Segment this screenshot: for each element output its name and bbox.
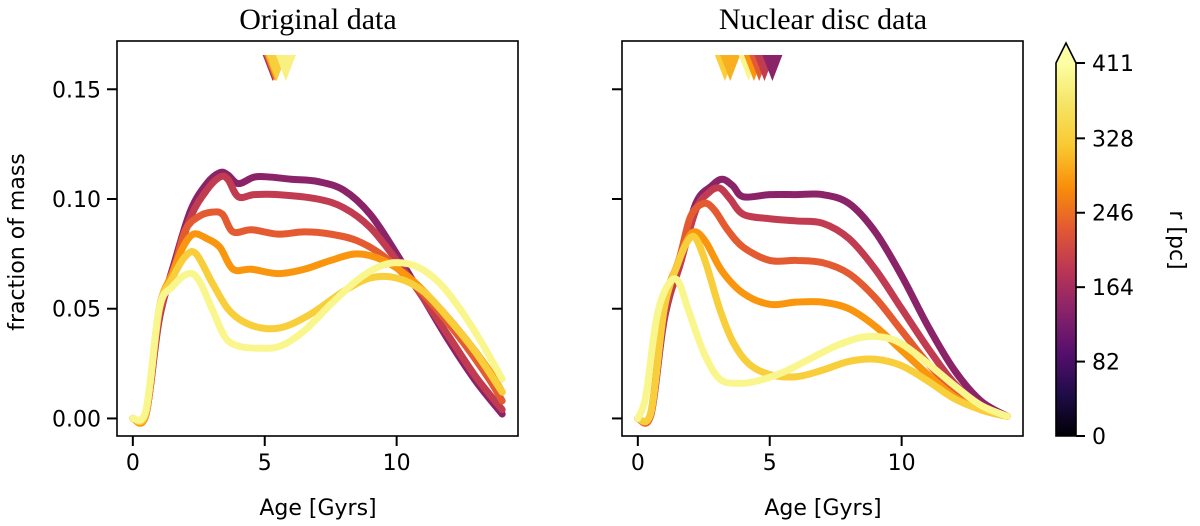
y-tick-label: 0.15 [52, 78, 101, 103]
x-tick-label: 0 [631, 451, 645, 476]
y-tick-label: 0.05 [52, 298, 101, 323]
xlabel-nuclear: Age [Gyrs] [764, 496, 881, 521]
title-nuclear-disc-data: Nuclear disc data [719, 3, 927, 36]
colorbar-tick-label: 328 [1092, 127, 1134, 152]
colorbar: 0 82 164 246 328 411 [1055, 41, 1134, 450]
series-line [634, 232, 1011, 426]
series-line [129, 248, 506, 426]
colorbar-tick-label: 411 [1092, 52, 1134, 77]
axes-frame [621, 40, 1024, 437]
colorbar-tick-label: 246 [1092, 202, 1134, 227]
y-tick-label: 0.10 [52, 188, 101, 213]
panel-original-data: 0 5 10 0.00 0.05 0.10 0.15 [52, 40, 519, 476]
ylabel-fraction-of-mass: fraction of mass [5, 153, 30, 331]
age-marker [275, 55, 296, 81]
x-tick-label: 5 [258, 451, 272, 476]
series-line [634, 275, 1011, 422]
colorbar-tick-label: 0 [1092, 425, 1106, 450]
colorbar-extend-max [1056, 43, 1076, 63]
y-tick-label: 0.00 [52, 407, 101, 432]
colorbar-gradient-bar [1056, 63, 1076, 436]
x-tick-label: 10 [383, 451, 411, 476]
x-tick-label: 5 [763, 451, 777, 476]
colorbar-tick-label: 82 [1092, 351, 1120, 376]
age-marker [762, 55, 783, 81]
xlabel-original: Age [Gyrs] [259, 496, 376, 521]
axes-frame [116, 40, 519, 437]
x-tick-label: 0 [126, 451, 140, 476]
series-line [129, 168, 506, 426]
colorbar-outline [1055, 41, 1077, 437]
colorbar-tick-label: 164 [1092, 276, 1134, 301]
title-original-data: Original data [239, 3, 396, 36]
panel-nuclear-disc-data: 0 5 10 [612, 40, 1024, 476]
x-tick-label: 10 [888, 451, 916, 476]
age-marker [720, 55, 741, 81]
colorbar-label: r [pc] [1164, 210, 1189, 269]
series-line [129, 259, 506, 424]
